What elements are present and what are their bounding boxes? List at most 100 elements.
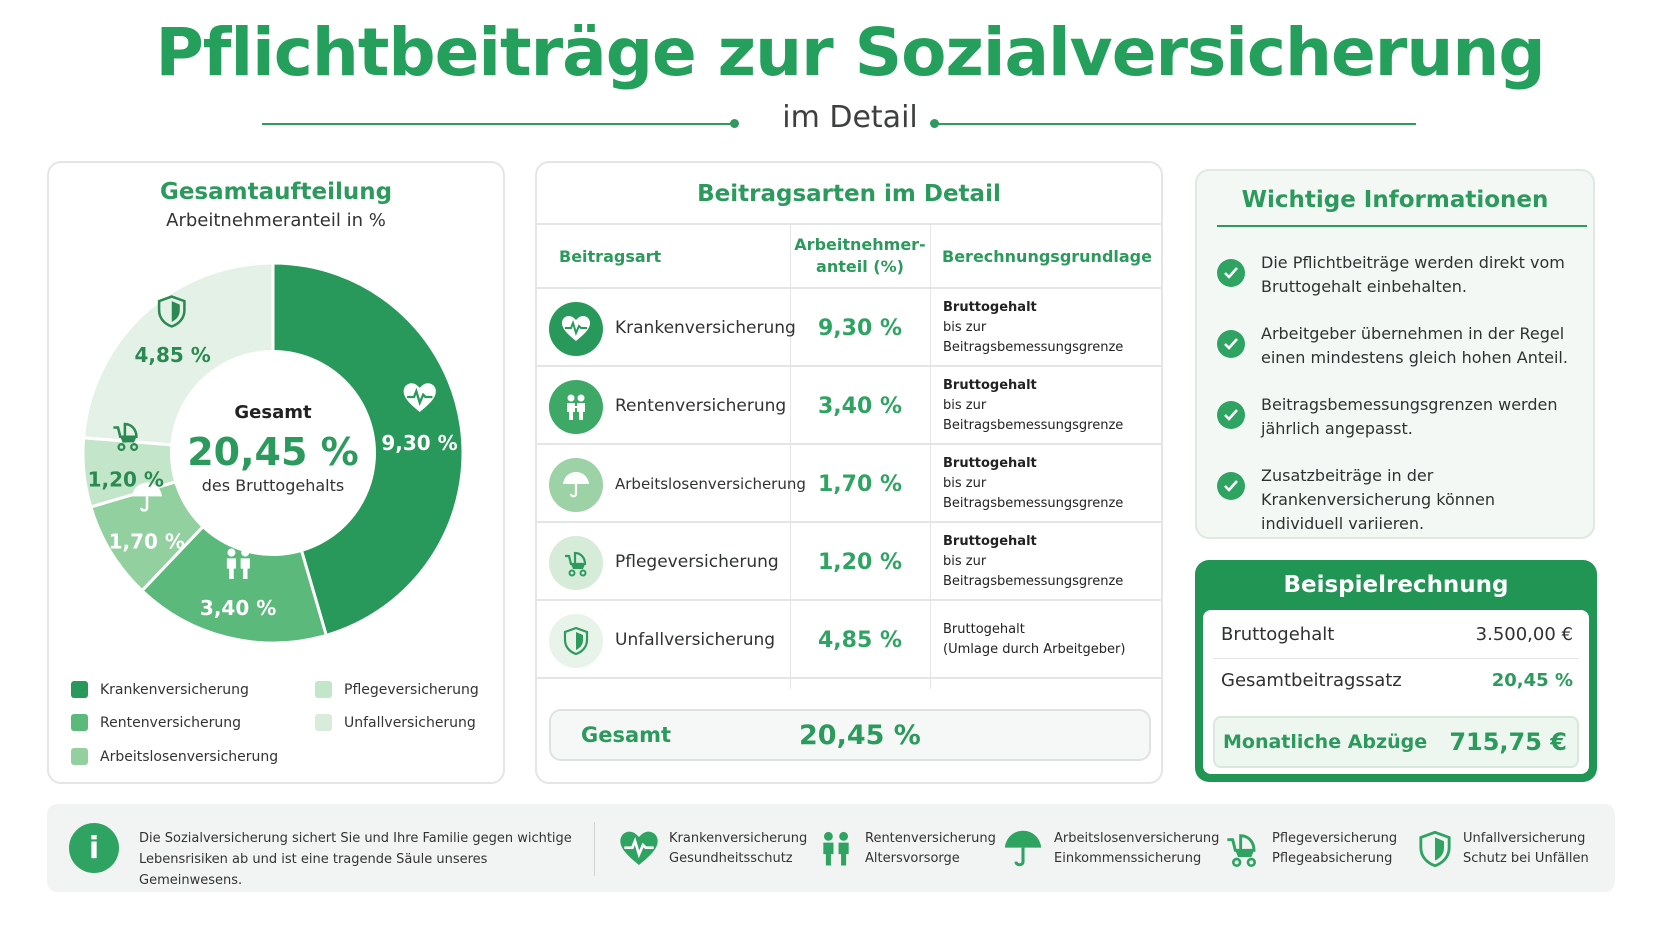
table-column-divider (790, 223, 791, 689)
umbrella-icon (1004, 830, 1042, 867)
check-icon (1217, 401, 1245, 429)
info-item: Zusatzbeiträge in der Krankenversicherun… (1217, 464, 1587, 533)
umbrella-icon (132, 482, 162, 512)
page-subtitle: im Detail (782, 100, 918, 135)
info-text: Beitragsbemessungsgrenzen werden jährlic… (1261, 395, 1558, 438)
donut-label-pflegeversicherung: 1,20 % (88, 467, 164, 491)
row-basis-main: Bruttogehalt (943, 456, 1037, 471)
row-basis-main: Bruttogehalt (943, 300, 1037, 315)
footer-text: Die Sozialversicherung sichert Sie und I… (139, 831, 572, 888)
footer-item-text: Krankenversicherung Gesundheitsschutz (669, 829, 807, 869)
footer-item-unfall: Unfallversicherung Schutz bei Unfällen (1417, 824, 1589, 874)
table-row: Rentenversicherung 3,40 % Bruttogehalt b… (537, 367, 1161, 445)
footer-item-renten: Rentenversicherung Altersvorsorge (817, 824, 996, 874)
example-rate-row: Gesamtbeitragssatz 20,45 % (1221, 662, 1573, 698)
legend-item-renten: Rentenversicherung (71, 714, 241, 731)
donut-center-sub: des Bruttogehalts (202, 476, 344, 495)
table-total-label: Gesamt (581, 723, 672, 747)
stroller-icon (1227, 834, 1256, 867)
example-deduction-box: Monatliche Abzüge 715,75 € (1213, 716, 1579, 768)
distribution-subtitle: Arbeitnehmeranteil in % (166, 210, 386, 231)
table-header-basis: Berechnungsgrundlage (942, 246, 1152, 266)
legend-swatch (71, 748, 88, 765)
row-basis-main: Bruttogehalt (943, 622, 1025, 637)
people-icon (549, 380, 603, 434)
row-basis: Bruttogehalt bis zur Beitragsbemessungsg… (943, 289, 1161, 367)
table-row: Krankenversicherung 9,30 % Bruttogehalt … (537, 289, 1161, 367)
shield-icon (157, 295, 186, 328)
footer-bar: i Die Sozialversicherung sichert Sie und… (47, 804, 1615, 892)
legend-swatch (71, 681, 88, 698)
table-total-value: 20,45 % (799, 719, 921, 751)
distribution-card: Gesamtaufteilung Arbeitnehmeranteil in %… (47, 161, 505, 784)
check-icon (1217, 330, 1245, 358)
legend-swatch (71, 714, 88, 731)
footer-item-desc: Einkommenssicherung (1054, 851, 1202, 866)
info-icon: i (69, 823, 119, 873)
check-icon (1217, 472, 1245, 500)
row-basis-detail: bis zur Beitragsbemessungsgrenze (943, 554, 1124, 589)
row-basis-detail: (Umlage durch Arbeitgeber) (943, 642, 1126, 657)
donut-label-arbeitslosenversicherung: 1,70 % (109, 529, 185, 553)
donut-label-rentenversicherung: 3,40 % (200, 596, 276, 620)
heart-pulse-icon (620, 831, 658, 865)
donut-label-krankenversicherung: 9,30 % (381, 431, 457, 455)
heart-pulse-icon (549, 302, 603, 356)
table-total-row: Gesamt 20,45 % (549, 709, 1151, 761)
table-header-type: Beitragsart (559, 246, 662, 266)
legend-label: Rentenversicherung (100, 714, 241, 731)
table-row: Unfallversicherung 4,85 % Bruttogehalt (… (537, 601, 1161, 679)
footer-item-arbeitslosen: Arbeitslosenversicherung Einkommenssiche… (1002, 824, 1219, 874)
footer-item-title: Krankenversicherung (669, 831, 808, 846)
example-divider (1213, 658, 1579, 659)
row-basis: Bruttogehalt bis zur Beitragsbemessungsg… (943, 445, 1161, 523)
row-percentage: 3,40 % (818, 393, 902, 419)
footer-divider (594, 822, 595, 876)
donut-label-unfallversicherung: 4,85 % (134, 343, 210, 367)
row-name: Rentenversicherung (615, 396, 787, 416)
stroller-icon (549, 536, 603, 590)
example-rate-value: 20,45 % (1491, 669, 1573, 691)
row-basis-detail: bis zur Beitragsbemessungsgrenze (943, 320, 1124, 355)
row-name: Pflegeversicherung (615, 552, 779, 572)
table-row: Arbeitslosenversicherung 1,70 % Bruttoge… (537, 445, 1161, 523)
info-text: Die Pflichtbeiträge werden direkt vom Br… (1261, 253, 1565, 296)
example-body: Bruttogehalt 3.500,00 € Gesamtbeitragssa… (1203, 610, 1589, 774)
info-item: Die Pflichtbeiträge werden direkt vom Br… (1217, 251, 1587, 301)
example-gross-label: Bruttogehalt (1221, 623, 1335, 645)
legend-label: Pflegeversicherung (344, 681, 479, 698)
info-item: Beitragsbemessungsgrenzen werden jährlic… (1217, 393, 1587, 443)
check-icon (1217, 259, 1245, 287)
donut-chart: 9,30 % 3,40 % 1,70 % 1,20 % 4,85 % Gesamt 20… (81, 261, 465, 645)
heart-pulse-icon (403, 383, 436, 412)
row-name: Unfallversicherung (615, 630, 776, 650)
row-basis-main: Bruttogehalt (943, 534, 1037, 549)
example-deduction-value: 715,75 € (1449, 728, 1567, 756)
legend-item-pflege: Pflegeversicherung (315, 681, 479, 698)
info-title: Wichtige Informationen (1241, 187, 1549, 213)
people-icon (226, 548, 250, 580)
stroller-icon (113, 422, 139, 452)
subtitle-dot-right (930, 119, 939, 128)
table-header-share: Arbeitnehmer- anteil (%) (794, 235, 926, 276)
row-name: Krankenversicherung (615, 318, 796, 338)
example-title: Beispielrechnung (1283, 572, 1509, 598)
example-gross-value: 3.500,00 € (1475, 623, 1573, 645)
info-card: Wichtige Informationen Die Pflichtbeiträ… (1195, 169, 1595, 539)
footer-item-desc: Pflegeabsicherung (1272, 851, 1393, 866)
legend-label: Krankenversicherung (100, 681, 249, 698)
footer-item-text: Unfallversicherung Schutz bei Unfällen (1463, 829, 1589, 869)
legend-swatch (315, 681, 332, 698)
table-row: Pflegeversicherung 1,20 % Bruttogehalt b… (537, 523, 1161, 601)
table-column-divider (930, 223, 931, 689)
people-icon (823, 831, 849, 866)
legend-swatch (315, 714, 332, 731)
row-basis: Bruttogehalt bis zur Beitragsbemessungsg… (943, 367, 1161, 445)
legend-item-arbeitslosen: Arbeitslosenversicherung (71, 748, 278, 765)
info-divider (1217, 225, 1587, 227)
footer-item-text: Rentenversicherung Altersvorsorge (865, 829, 996, 869)
footer-item-title: Pflegeversicherung (1272, 831, 1398, 846)
example-card: Beispielrechnung Bruttogehalt 3.500,00 €… (1195, 560, 1597, 782)
example-rate-label: Gesamtbeitragssatz (1221, 669, 1402, 691)
legend-label: Unfallversicherung (344, 714, 476, 731)
